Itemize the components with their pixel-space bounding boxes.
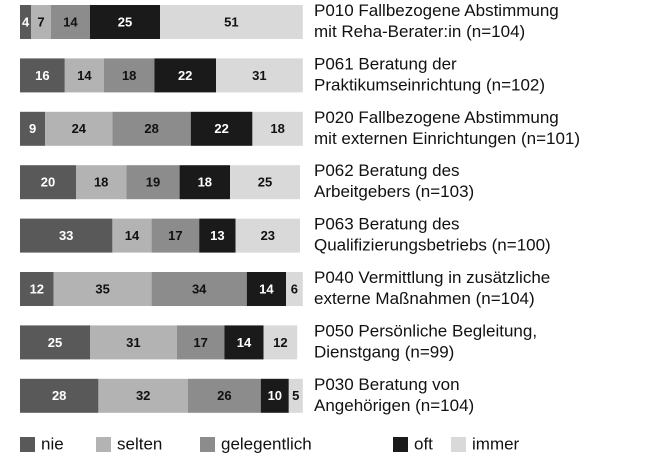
bar-segment bbox=[45, 111, 113, 146]
segment-label: 4 bbox=[22, 14, 30, 29]
legend-label: gelegentlich bbox=[221, 434, 312, 453]
segment-label: 6 bbox=[291, 281, 298, 296]
segment-label: 13 bbox=[210, 228, 224, 243]
bar-segment bbox=[246, 272, 286, 306]
segment-label: 33 bbox=[59, 228, 73, 243]
bar-segment bbox=[263, 325, 298, 360]
category-label: P010 Fallbezogene Abstimmung mit Reha-Ber… bbox=[314, 1, 559, 41]
bar-segment bbox=[20, 272, 54, 306]
segment-label: 14 bbox=[237, 335, 252, 350]
segment-label: 12 bbox=[273, 335, 287, 350]
segment-label: 10 bbox=[268, 388, 282, 403]
segment-label: 14 bbox=[259, 281, 274, 296]
legend-swatch bbox=[451, 437, 466, 452]
segment-label: 25 bbox=[118, 14, 132, 29]
segment-label: 23 bbox=[261, 228, 275, 243]
category-label: P020 Fallbezogene Abstimmung mit externen… bbox=[314, 108, 580, 148]
segment-label: 14 bbox=[77, 68, 92, 83]
bar-segment bbox=[20, 378, 99, 413]
bar-segment bbox=[20, 218, 113, 253]
segment-label: 22 bbox=[178, 68, 192, 83]
category-label: P063 Beratung des Qualifizierungsbetriebs… bbox=[314, 215, 551, 255]
bar-segment bbox=[31, 5, 51, 39]
bar-segment bbox=[20, 111, 46, 146]
bar-segment bbox=[199, 218, 236, 253]
segment-label: 25 bbox=[48, 335, 62, 350]
segment-label: 34 bbox=[192, 281, 207, 296]
bar-segment bbox=[224, 325, 264, 360]
bar-segment bbox=[53, 272, 152, 306]
bar-segment bbox=[104, 58, 155, 93]
segment-label: 18 bbox=[198, 175, 212, 190]
legend-label: oft bbox=[414, 434, 433, 453]
segment-label: 26 bbox=[217, 388, 231, 403]
bar-segment bbox=[154, 58, 216, 93]
legend-swatch bbox=[20, 437, 35, 452]
legend-swatch bbox=[96, 437, 111, 452]
bar-segment bbox=[76, 165, 127, 200]
bar-segment bbox=[90, 325, 177, 360]
segment-label: 32 bbox=[136, 388, 150, 403]
segment-label: 19 bbox=[146, 175, 160, 190]
bar-segment bbox=[64, 58, 104, 93]
legend-label: immer bbox=[472, 434, 520, 453]
bar-segment bbox=[230, 165, 300, 200]
segment-label: 9 bbox=[29, 121, 36, 136]
bar-segment bbox=[151, 272, 247, 306]
bar-segment bbox=[50, 5, 90, 39]
segment-label: 24 bbox=[72, 121, 87, 136]
segment-label: 7 bbox=[37, 14, 44, 29]
segment-label: 31 bbox=[126, 335, 140, 350]
bar-segment bbox=[90, 5, 160, 39]
segment-label: 28 bbox=[144, 121, 158, 136]
category-label: P050 Persönliche Begleitung, Dienstgang (… bbox=[314, 322, 537, 362]
bar-segment bbox=[98, 378, 188, 413]
bar-segment bbox=[126, 165, 180, 200]
bar-segment bbox=[288, 378, 303, 413]
bar-segment bbox=[160, 5, 303, 39]
bar-segment bbox=[188, 378, 261, 413]
bar-segment bbox=[190, 111, 253, 146]
segment-label: 5 bbox=[292, 388, 299, 403]
segment-label: 25 bbox=[258, 175, 272, 190]
bar-segment bbox=[20, 165, 76, 200]
category-label: P062 Beratung des Arbeitgebers (n=103) bbox=[314, 162, 474, 202]
legend-swatch bbox=[393, 437, 408, 452]
category-label: P040 Vermittlung in zusätzliche externe M… bbox=[314, 268, 550, 308]
segment-label: 17 bbox=[168, 228, 182, 243]
bar-segment bbox=[112, 218, 152, 253]
category-label: P061 Beratung der Praktikumseinrichtung (… bbox=[314, 55, 545, 95]
segment-label: 22 bbox=[214, 121, 228, 136]
segment-label: 18 bbox=[270, 121, 284, 136]
segment-label: 28 bbox=[52, 388, 66, 403]
bar-segment bbox=[260, 378, 289, 413]
segment-label: 14 bbox=[63, 14, 78, 29]
segment-label: 20 bbox=[41, 175, 55, 190]
segment-label: 51 bbox=[224, 14, 238, 29]
bar-segment bbox=[176, 325, 225, 360]
segment-label: 17 bbox=[193, 335, 207, 350]
bar-segment bbox=[235, 218, 300, 253]
segment-label: 31 bbox=[252, 68, 266, 83]
legend-label: nie bbox=[41, 434, 64, 453]
segment-label: 35 bbox=[95, 281, 109, 296]
legend-label: selten bbox=[117, 434, 162, 453]
legend-swatch bbox=[200, 437, 215, 452]
bar-segment bbox=[216, 58, 303, 93]
segment-label: 16 bbox=[35, 68, 49, 83]
segment-label: 12 bbox=[30, 281, 44, 296]
segment-label: 18 bbox=[122, 68, 136, 83]
bar-segment bbox=[252, 111, 303, 146]
bar-segment bbox=[20, 58, 65, 93]
bar-segment bbox=[112, 111, 191, 146]
bar-segment bbox=[286, 272, 303, 306]
segment-label: 18 bbox=[94, 175, 108, 190]
bar-segment bbox=[20, 5, 32, 39]
bar-segment bbox=[20, 325, 90, 360]
category-label: P030 Beratung von Angehörigen (n=104) bbox=[314, 375, 474, 415]
segment-label: 14 bbox=[125, 228, 140, 243]
bar-segment bbox=[179, 165, 230, 200]
bar-segment bbox=[151, 218, 200, 253]
